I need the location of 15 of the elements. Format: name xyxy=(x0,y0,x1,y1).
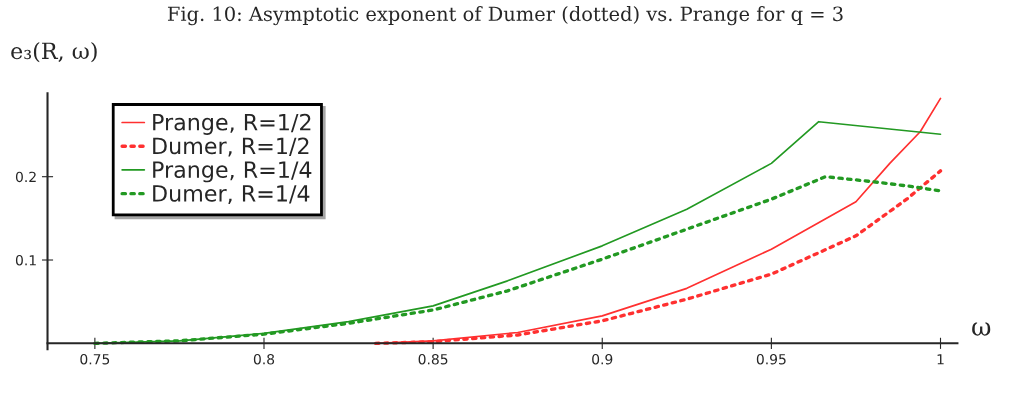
legend-label: Prange, R=1/4 xyxy=(153,161,312,183)
x-tick-label: 0.85 xyxy=(418,353,448,365)
legend-label: Dumer, R=1/2 xyxy=(153,137,309,157)
y-axis-title: e₃(R, ω) xyxy=(11,42,97,63)
x-tick-label: 1 xyxy=(937,354,944,365)
x-tick-label: 0.8 xyxy=(253,353,275,365)
x-tick-label: 0.9 xyxy=(592,353,613,365)
legend-label: Dumer, R=1/4 xyxy=(153,185,310,205)
chart-title: Fig. 10: Asymptotic exponent of Dumer (dotted) vs. Prange for q = 3 xyxy=(167,6,843,26)
x-axis-title: ω xyxy=(972,322,991,336)
x-tick-label: 0.95 xyxy=(756,353,786,365)
x-tick-label: 0.75 xyxy=(80,353,110,365)
y-tick-label: 0.1 xyxy=(15,254,36,266)
legend-label: Prange, R=1/2 xyxy=(153,113,311,135)
y-tick-label: 0.2 xyxy=(15,171,36,183)
